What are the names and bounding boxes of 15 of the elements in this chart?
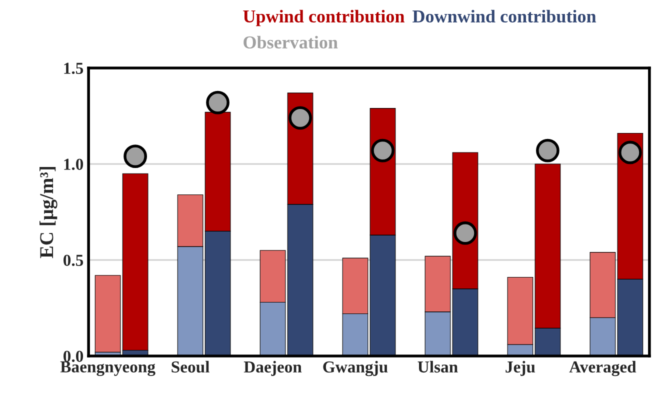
y-tick-label: 1.0 bbox=[64, 158, 84, 170]
y-axis-title: EC [μg/m³] bbox=[40, 166, 58, 258]
x-tick-label: Seoul bbox=[172, 360, 210, 373]
text: Downwind contribution bbox=[412, 10, 596, 23]
y-tick-label: 0.0 bbox=[64, 350, 84, 362]
y-tick-label: 0.5 bbox=[64, 254, 84, 266]
text: Observation bbox=[244, 36, 338, 49]
x-tick-label: Jeju bbox=[506, 360, 536, 376]
x-tick-label: Averaged bbox=[569, 360, 636, 376]
x-tick-label: Daejeon bbox=[244, 360, 302, 376]
x-tick-label: Gwangju bbox=[323, 360, 388, 376]
y-tick-label: 1.5 bbox=[64, 62, 84, 74]
text: Upwind contribution bbox=[243, 10, 404, 26]
x-tick-label: Baengnyeong bbox=[60, 361, 156, 376]
x-tick-label: Ulsan bbox=[418, 360, 458, 373]
